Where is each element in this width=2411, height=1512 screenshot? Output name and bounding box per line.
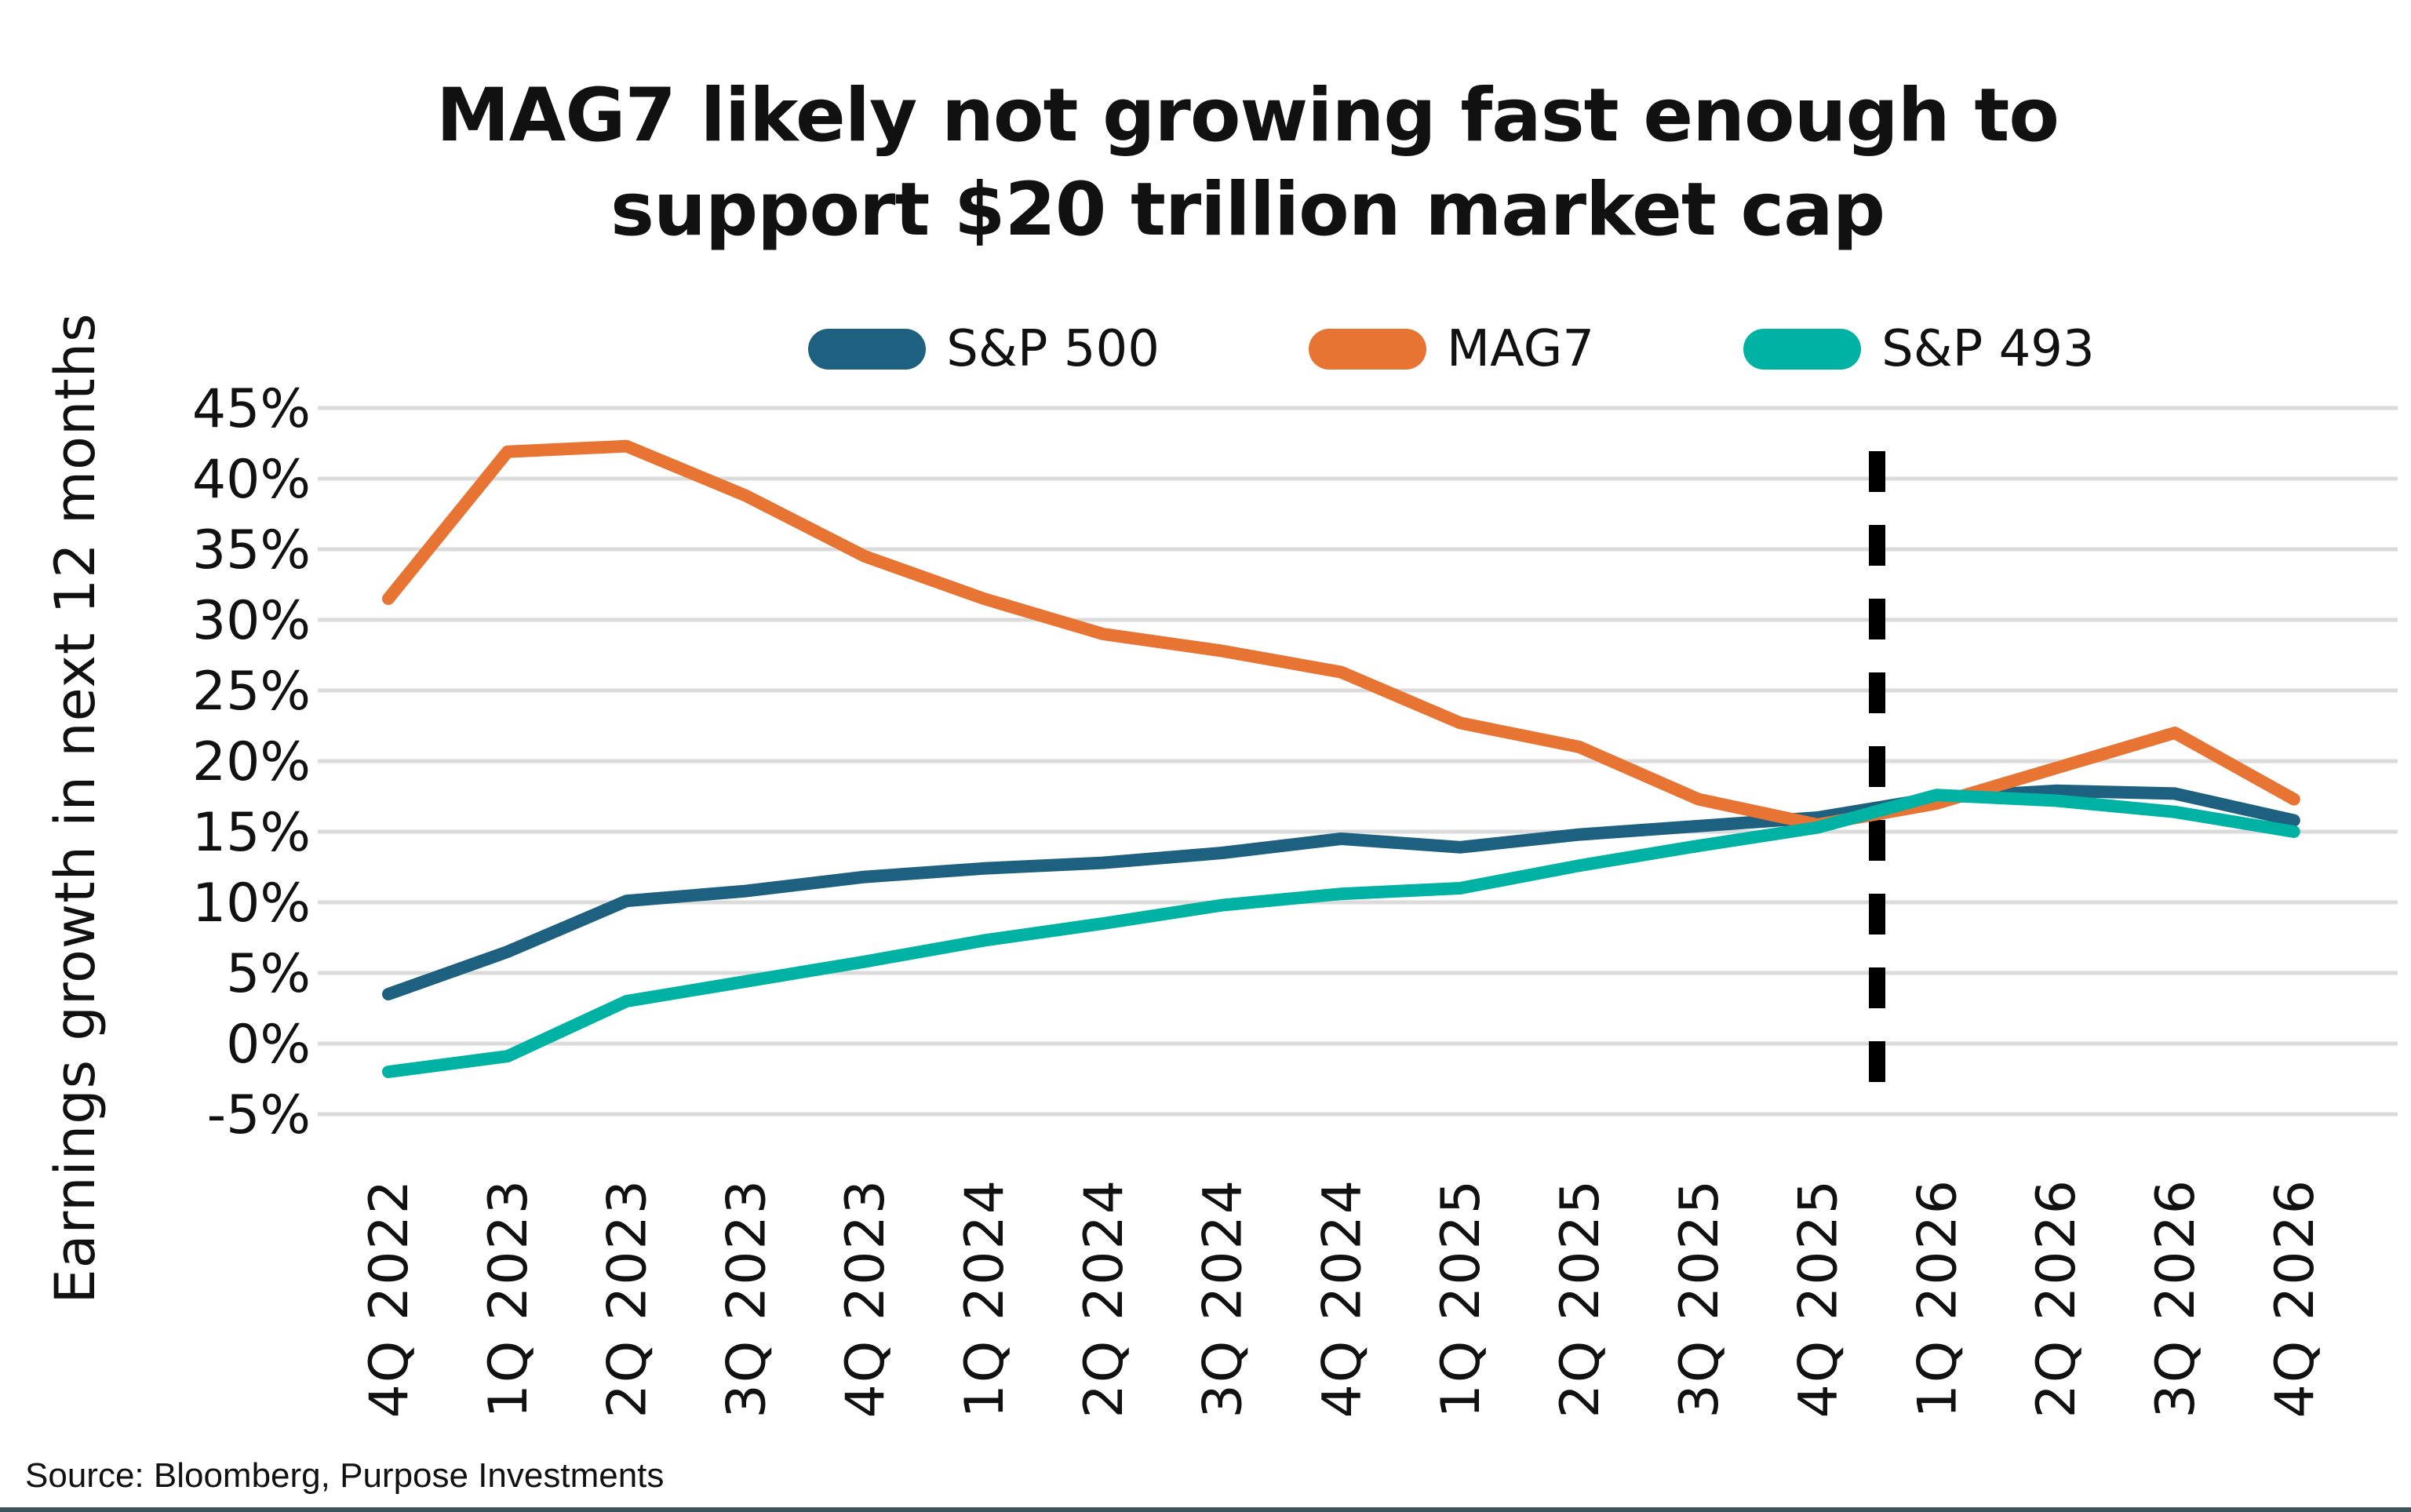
y-tick-label: -5%	[207, 1084, 311, 1146]
legend-swatch	[1743, 329, 1862, 370]
x-tick-label: 2Q 2024	[1073, 1179, 1135, 1418]
chart-title-line2: support $20 trillion market cap	[610, 167, 1885, 253]
x-tick-label: 3Q 2023	[716, 1179, 778, 1418]
x-tick-label: 2Q 2023	[597, 1179, 659, 1418]
x-tick-label: 1Q 2023	[478, 1179, 540, 1418]
x-tick-label: 4Q 2026	[2264, 1179, 2326, 1418]
series-line-sp493	[382, 789, 2300, 1078]
x-tick-label: 3Q 2025	[1669, 1179, 1731, 1418]
y-tick-label: 20%	[192, 731, 311, 793]
y-tick-label: 25%	[192, 661, 311, 723]
y-tick-label: 5%	[226, 943, 311, 1005]
source-note: Source: Bloomberg, Purpose Investments	[25, 1456, 665, 1495]
x-tick-label: 3Q 2026	[2145, 1179, 2207, 1418]
bottom-border	[0, 1507, 2411, 1512]
y-tick-label: 0%	[226, 1014, 311, 1076]
x-tick-label: 4Q 2024	[1311, 1179, 1373, 1418]
chart-title: MAG7 likely not growing fast enough to s…	[188, 69, 2307, 258]
series-line-mag7	[382, 439, 2300, 831]
x-tick-label: 2Q 2025	[1550, 1179, 1612, 1418]
y-tick-label: 10%	[192, 873, 311, 935]
legend-label: MAG7	[1446, 320, 1595, 378]
y-tick-label: 35%	[192, 519, 311, 581]
x-tick-label: 1Q 2025	[1430, 1179, 1492, 1418]
x-tick-label: 3Q 2024	[1193, 1179, 1255, 1418]
x-tick-label: 1Q 2026	[1907, 1179, 1968, 1418]
x-tick-label: 4Q 2025	[1788, 1179, 1850, 1418]
x-tick-label: 2Q 2026	[2026, 1179, 2088, 1418]
legend-label: S&P 500	[946, 320, 1160, 378]
legend: S&P 500 MAG7 S&P 493	[549, 320, 2354, 378]
x-tick-label: 4Q 2022	[359, 1179, 421, 1418]
y-tick-label: 40%	[192, 449, 311, 511]
legend-item-mag7[interactable]: MAG7	[1308, 320, 1595, 378]
legend-label: S&P 493	[1881, 320, 2095, 378]
chart-title-line1: MAG7 likely not growing fast enough to	[436, 73, 2060, 158]
y-tick-label: 15%	[192, 802, 311, 864]
legend-swatch	[808, 329, 927, 370]
y-tick-label: 45%	[192, 378, 311, 440]
x-tick-label: 1Q 2024	[954, 1179, 1016, 1418]
legend-swatch	[1308, 329, 1426, 370]
x-tick-label: 4Q 2023	[835, 1179, 897, 1418]
y-tick-label: 30%	[192, 590, 311, 652]
legend-item-sp500[interactable]: S&P 500	[808, 320, 1160, 378]
legend-item-sp493[interactable]: S&P 493	[1743, 320, 2095, 378]
